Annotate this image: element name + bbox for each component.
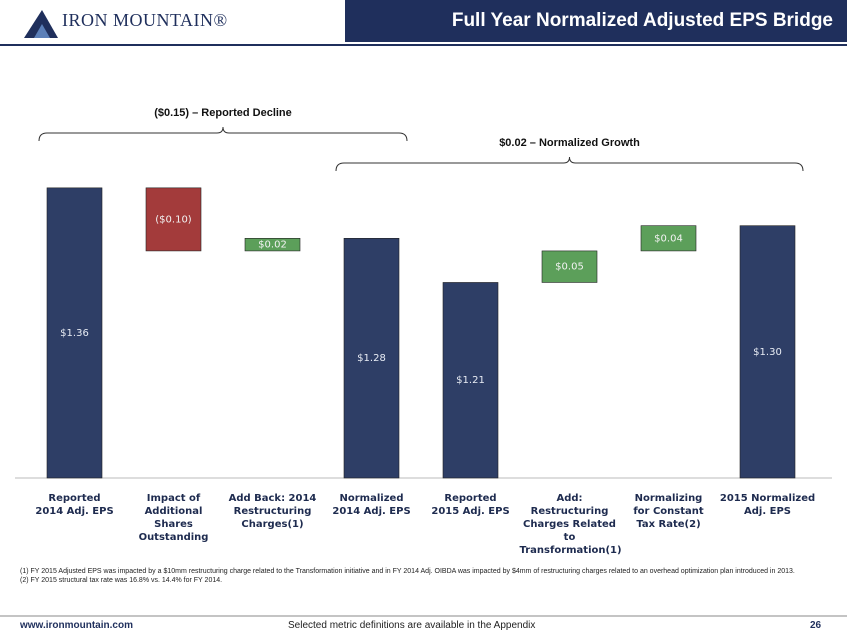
x-tick-label: Reported 2014 Adj. EPS [35, 493, 114, 517]
footnotes: (1) FY 2015 Adjusted EPS was impacted by… [20, 567, 810, 585]
footer-url: www.ironmountain.com [20, 620, 133, 631]
bar [343, 238, 400, 479]
x-tick-label: Add: Restructuring Charges Related to Tr… [519, 493, 622, 556]
bar [640, 225, 697, 252]
x-tick-label: Normalizing for Constant Tax Rate(2) [633, 493, 704, 530]
logo-icon-inner [34, 24, 50, 38]
bar [145, 187, 202, 252]
x-tick-label: Impact of Additional Shares Outstanding [138, 493, 209, 543]
footnote: (2) FY 2015 structural tax rate was 16.8… [20, 577, 223, 584]
annotation: $0.02 – Normalized Growth [499, 137, 640, 149]
x-tick-label: Add Back: 2014 Restructuring Charges(1) [228, 493, 317, 530]
bracket [38, 126, 408, 142]
annotation: ($0.15) – Reported Decline [154, 107, 292, 119]
logo-icon [24, 10, 58, 38]
slide-title: Full Year Normalized Adjusted EPS Bridge [345, 0, 847, 42]
value-label: $0.02 [258, 240, 287, 251]
value-label: $1.36 [60, 328, 89, 339]
bracket [335, 156, 804, 172]
x-tick-label: 2015 Normalized Adj. EPS [719, 493, 816, 517]
bar [442, 282, 499, 479]
bar [541, 250, 598, 283]
bar [244, 238, 301, 252]
x-tick-label: Normalized 2014 Adj. EPS [332, 493, 411, 517]
value-label: ($0.10) [155, 214, 192, 225]
bar [46, 187, 103, 479]
logo-text: IRON MOUNTAIN® [62, 10, 228, 30]
value-label: $0.05 [555, 262, 584, 273]
value-label: $0.04 [654, 233, 683, 244]
page-number: 26 [810, 620, 822, 631]
footnote: (1) FY 2015 Adjusted EPS was impacted by… [20, 568, 795, 575]
bar [739, 225, 796, 479]
footer-note: Selected metric definitions are availabl… [288, 620, 536, 631]
value-label: $1.30 [753, 347, 782, 358]
value-label: $1.21 [456, 375, 485, 386]
value-label: $1.28 [357, 353, 386, 364]
x-tick-label: Reported 2015 Adj. EPS [431, 493, 510, 517]
